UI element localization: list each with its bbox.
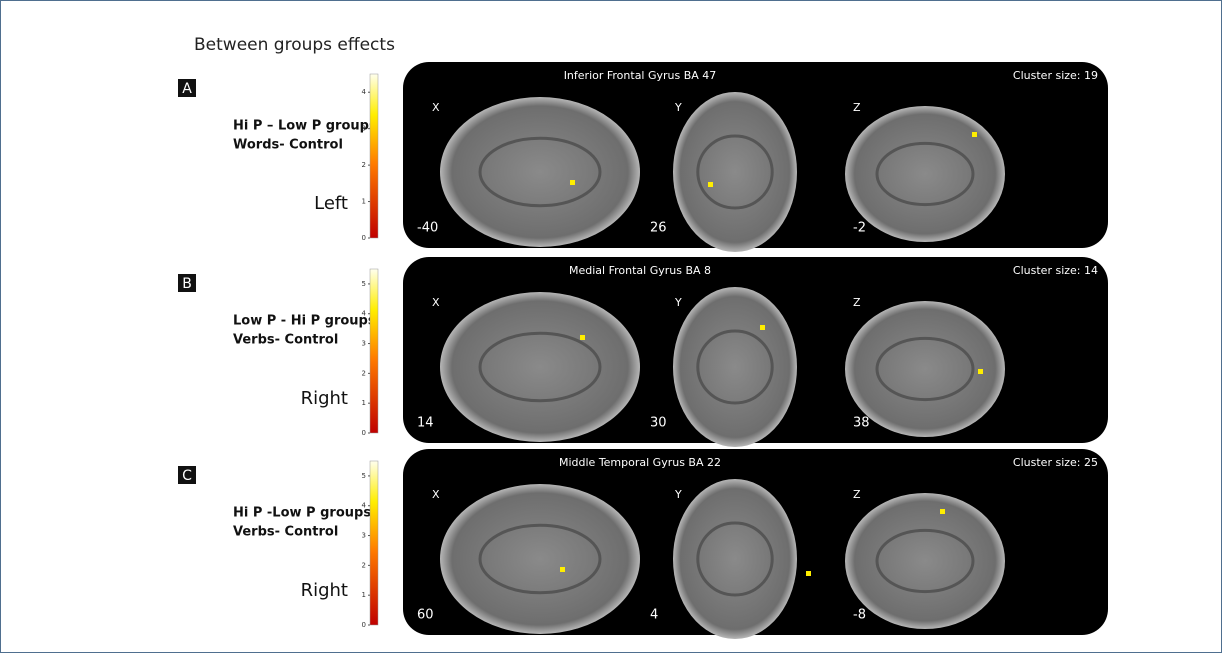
slice-coordinate: 60	[417, 608, 434, 623]
colorbar	[370, 461, 378, 625]
brain-slice	[845, 106, 1005, 242]
colorbar-tick-label: 0	[362, 621, 366, 629]
region-title: Middle Temporal Gyrus BA 22	[559, 456, 721, 469]
colorbar-tick-label: 2	[362, 369, 366, 377]
contrast-label: Low P - Hi P groups	[233, 314, 376, 329]
cluster-size: Cluster size: 19	[1013, 69, 1098, 82]
slice-axis: Z	[853, 488, 861, 501]
contrast-label: Words- Control	[233, 138, 343, 153]
panel-letter: B	[182, 276, 192, 292]
slice-coordinate: 14	[417, 416, 434, 431]
hemisphere-label: Left	[314, 193, 348, 214]
activation-blob	[806, 571, 811, 576]
slice-coordinate: 38	[853, 416, 870, 431]
activation-blob	[978, 369, 983, 374]
slice-coordinate: 30	[650, 416, 667, 431]
slice-coordinate: 26	[650, 221, 667, 236]
colorbar-tick-label: 4	[362, 310, 367, 318]
colorbar-tick-label: 5	[362, 472, 366, 480]
hemisphere-label: Right	[301, 580, 348, 601]
slice-axis: Y	[674, 101, 682, 114]
brain-slice	[673, 287, 797, 447]
colorbar-tick-label: 1	[362, 399, 366, 407]
slice-axis: Y	[674, 488, 682, 501]
brain-slice	[673, 479, 797, 639]
contrast-label: Verbs- Control	[233, 525, 338, 540]
slice-coordinate: 4	[650, 608, 658, 623]
colorbar-tick-label: 5	[362, 280, 366, 288]
colorbar-tick-label: 1	[362, 591, 366, 599]
slice-coordinate: -8	[853, 608, 866, 623]
contrast-label: Verbs- Control	[233, 333, 338, 348]
colorbar-tick-label: 3	[362, 125, 366, 133]
region-title: Inferior Frontal Gyrus BA 47	[564, 69, 717, 82]
cluster-size: Cluster size: 14	[1013, 264, 1098, 277]
colorbar-tick-label: 4	[362, 502, 367, 510]
slice-axis: Z	[853, 101, 861, 114]
figure: Between groups effects A Hi P – Low P gro…	[0, 0, 1222, 653]
activation-blob	[570, 180, 575, 185]
colorbar	[370, 269, 378, 433]
slice-axis: X	[432, 296, 440, 309]
hemisphere-label: Right	[301, 388, 348, 409]
region-title: Medial Frontal Gyrus BA 8	[569, 264, 711, 277]
brain-slice	[845, 493, 1005, 629]
colorbar-tick-label: 3	[362, 532, 366, 540]
slice-axis: X	[432, 101, 440, 114]
activation-blob	[940, 509, 945, 514]
slice-axis: Z	[853, 296, 861, 309]
colorbar	[370, 74, 378, 238]
activation-blob	[972, 132, 977, 137]
colorbar-tick-label: 0	[362, 429, 366, 437]
activation-blob	[708, 182, 713, 187]
panel-letter: A	[182, 81, 192, 97]
colorbar-tick-label: 4	[362, 88, 367, 96]
activation-blob	[580, 335, 585, 340]
contrast-label: Hi P -Low P groups	[233, 506, 371, 521]
colorbar-tick-label: 2	[362, 161, 366, 169]
slice-axis: Y	[674, 296, 682, 309]
slice-coordinate: -40	[417, 221, 438, 236]
contrast-label: Hi P – Low P groups	[233, 119, 377, 134]
colorbar-tick-label: 2	[362, 561, 366, 569]
brain-slice	[440, 97, 640, 247]
cluster-size: Cluster size: 25	[1013, 456, 1098, 469]
figure-title: Between groups effects	[194, 35, 395, 55]
activation-blob	[560, 567, 565, 572]
slice-axis: X	[432, 488, 440, 501]
colorbar-tick-label: 0	[362, 234, 366, 242]
brain-slice	[440, 292, 640, 442]
colorbar-tick-label: 1	[362, 198, 366, 206]
colorbar-tick-label: 3	[362, 340, 366, 348]
brain-slice	[673, 92, 797, 252]
brain-slice	[440, 484, 640, 634]
activation-blob	[760, 325, 765, 330]
slice-coordinate: -2	[853, 221, 866, 236]
panel-letter: C	[182, 468, 192, 484]
